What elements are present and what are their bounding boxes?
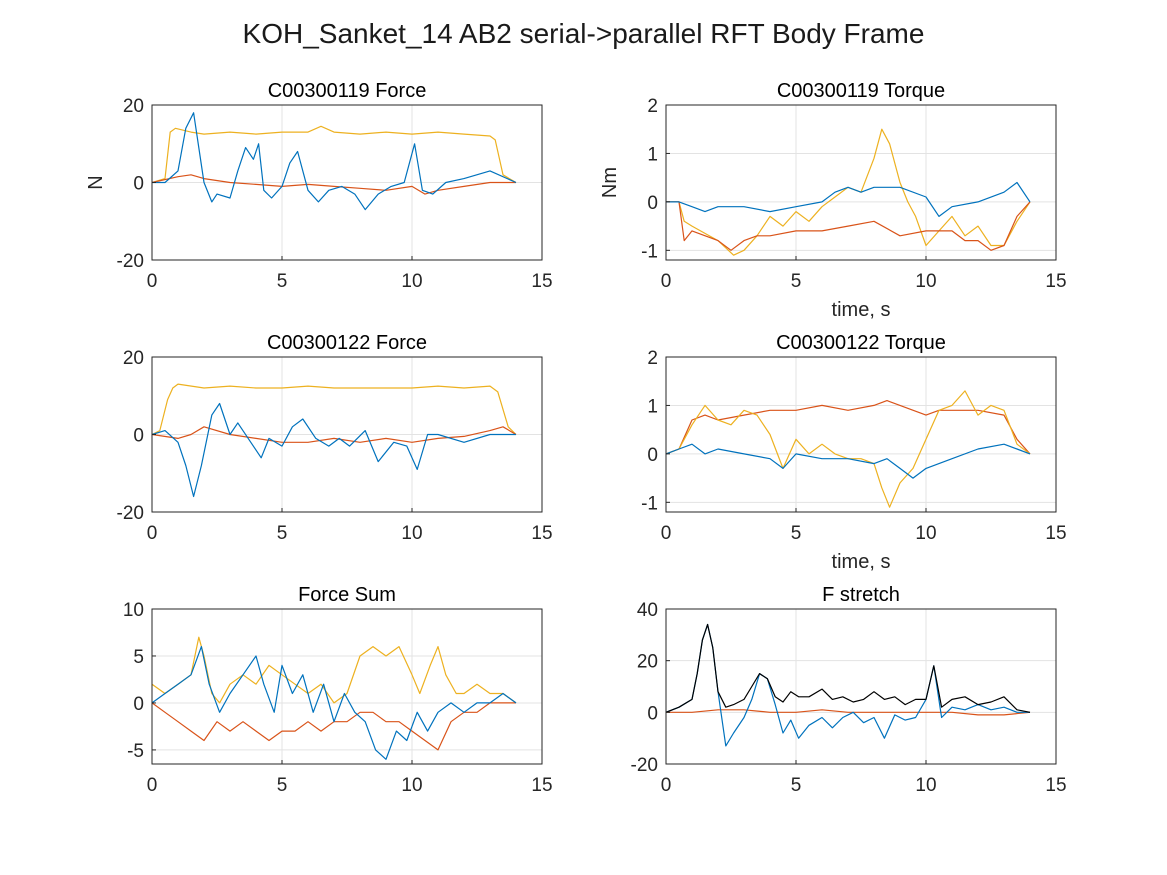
series-line-3 bbox=[666, 443, 1031, 479]
x-tick-label: 10 bbox=[915, 775, 936, 796]
x-axis-label: time, s bbox=[832, 551, 891, 573]
x-tick-label: 0 bbox=[661, 271, 672, 292]
y-tick-label: 1 bbox=[647, 396, 658, 417]
y-tick-label: 0 bbox=[133, 426, 144, 447]
x-tick-label: 10 bbox=[401, 271, 422, 292]
x-tick-label: 15 bbox=[531, 775, 552, 796]
y-tick-label: 40 bbox=[637, 600, 658, 621]
force-sum-title: Force Sum bbox=[298, 584, 396, 606]
x-tick-label: 15 bbox=[531, 271, 552, 292]
y-tick-label: 1 bbox=[647, 144, 658, 165]
c00300122-torque-title: C00300122 Torque bbox=[776, 332, 946, 354]
series-line-3 bbox=[666, 623, 1031, 713]
plot-area bbox=[666, 357, 1056, 512]
x-tick-label: 0 bbox=[661, 523, 672, 544]
y-axis-label: Nm bbox=[599, 167, 621, 198]
x-tick-label: 5 bbox=[791, 775, 802, 796]
x-axis-label: time, s bbox=[832, 299, 891, 321]
series-line-1 bbox=[666, 709, 1031, 716]
x-tick-label: 15 bbox=[1045, 775, 1066, 796]
y-tick-label: 0 bbox=[647, 193, 658, 214]
series-line-3 bbox=[152, 645, 517, 760]
x-tick-label: 5 bbox=[791, 271, 802, 292]
series-line-2 bbox=[666, 201, 1031, 251]
plot-area bbox=[666, 105, 1056, 260]
y-tick-label: 10 bbox=[123, 600, 144, 621]
c00300122-force-title: C00300122 Force bbox=[267, 332, 427, 354]
plot-area bbox=[152, 609, 542, 764]
x-tick-label: 0 bbox=[661, 775, 672, 796]
f-stretch-title: F stretch bbox=[822, 584, 900, 606]
y-tick-label: 2 bbox=[647, 96, 658, 117]
x-tick-label: 10 bbox=[915, 523, 936, 544]
series-line-1 bbox=[152, 125, 517, 184]
y-tick-label: 0 bbox=[647, 445, 658, 466]
series-line-1 bbox=[152, 383, 517, 436]
axes-box bbox=[151, 608, 543, 765]
y-tick-label: -5 bbox=[127, 741, 144, 762]
series-line-2 bbox=[152, 174, 516, 195]
y-tick-label: 5 bbox=[133, 647, 144, 668]
y-tick-label: 20 bbox=[123, 96, 144, 117]
x-tick-label: 5 bbox=[277, 775, 288, 796]
y-axis-label: N bbox=[85, 175, 107, 189]
axes-box bbox=[665, 104, 1057, 261]
y-tick-label: 0 bbox=[133, 174, 144, 195]
y-tick-label: 0 bbox=[647, 703, 658, 724]
x-tick-label: 0 bbox=[147, 523, 158, 544]
x-tick-label: 15 bbox=[1045, 271, 1066, 292]
y-tick-label: -1 bbox=[641, 241, 658, 262]
series-line-3 bbox=[152, 402, 516, 498]
y-tick-label: -1 bbox=[641, 493, 658, 514]
x-tick-label: 10 bbox=[401, 523, 422, 544]
axes-box bbox=[665, 356, 1057, 513]
y-tick-label: -20 bbox=[117, 503, 144, 524]
y-tick-label: -20 bbox=[631, 755, 658, 776]
x-tick-label: 5 bbox=[277, 523, 288, 544]
y-tick-label: 20 bbox=[637, 652, 658, 673]
x-tick-label: 15 bbox=[531, 523, 552, 544]
x-tick-label: 5 bbox=[277, 271, 288, 292]
c00300119-force-title: C00300119 Force bbox=[268, 80, 427, 102]
x-tick-label: 5 bbox=[791, 523, 802, 544]
series-line-2 bbox=[666, 390, 1031, 508]
series-line-1 bbox=[152, 636, 517, 704]
c00300119-torque-title: C00300119 Torque bbox=[777, 80, 945, 102]
figure-title: KOH_Sanket_14 AB2 serial->parallel RFT B… bbox=[242, 18, 925, 49]
y-tick-label: 2 bbox=[647, 348, 658, 369]
x-tick-label: 15 bbox=[1045, 523, 1066, 544]
series-line-3 bbox=[666, 181, 1031, 217]
x-tick-label: 10 bbox=[915, 271, 936, 292]
x-tick-label: 0 bbox=[147, 775, 158, 796]
y-tick-label: 20 bbox=[123, 348, 144, 369]
series-line-2 bbox=[152, 426, 517, 443]
y-tick-label: -20 bbox=[117, 251, 144, 272]
series-line-3 bbox=[152, 112, 517, 211]
x-tick-label: 0 bbox=[147, 271, 158, 292]
x-tick-label: 10 bbox=[401, 775, 422, 796]
series-line-1 bbox=[666, 400, 1031, 455]
axes-box bbox=[665, 608, 1057, 765]
y-tick-label: 0 bbox=[133, 694, 144, 715]
